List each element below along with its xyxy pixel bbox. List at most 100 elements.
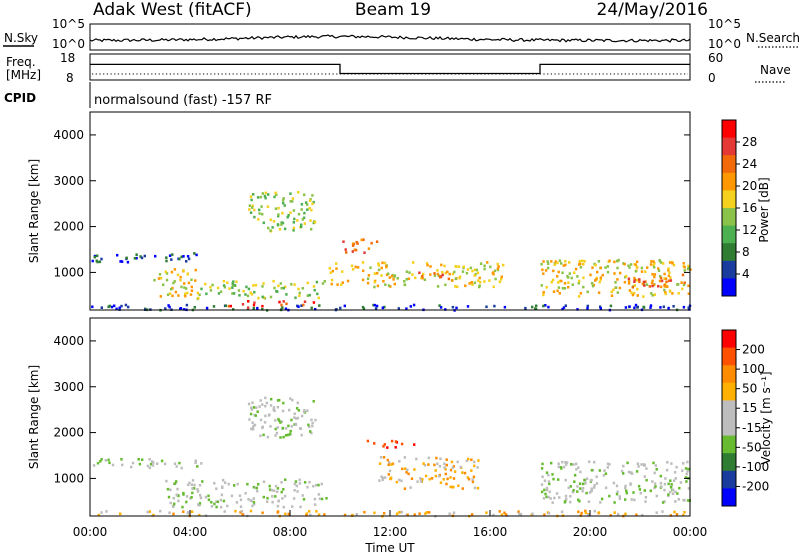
heatmap-cell — [675, 465, 678, 469]
heatmap-cell — [253, 413, 256, 417]
heatmap-cell — [618, 286, 622, 290]
heatmap-cell — [321, 282, 325, 285]
heatmap-cell — [269, 404, 273, 407]
heatmap-cell — [283, 494, 287, 498]
heatmap-cell — [186, 255, 190, 258]
heatmap-cell — [191, 491, 194, 495]
heatmap-cell — [248, 418, 251, 421]
heatmap-cell — [659, 481, 663, 485]
heatmap-cell — [96, 260, 99, 264]
heatmap-cell — [652, 461, 655, 465]
colorbar-segment — [722, 435, 736, 454]
heatmap-cell — [346, 279, 350, 283]
heatmap-cell — [289, 192, 292, 195]
heatmap-cell — [661, 262, 665, 265]
heatmap-cell — [465, 459, 469, 463]
heatmap-cell — [659, 474, 662, 478]
heatmap-cell — [561, 271, 564, 275]
heatmap-cell — [543, 479, 547, 483]
heatmap-cell — [266, 500, 269, 503]
heatmap-cell — [173, 280, 176, 283]
heatmap-cell — [111, 463, 115, 467]
heatmap-cell — [222, 279, 226, 283]
heatmap-cell — [651, 284, 654, 288]
heatmap-cell — [544, 304, 547, 307]
heatmap-cell — [581, 486, 585, 490]
heatmap-cell — [153, 278, 156, 282]
colorbar-segment — [722, 190, 736, 209]
heatmap-cell — [120, 458, 123, 461]
heatmap-cell — [360, 238, 363, 242]
colorbar-segment — [722, 400, 736, 419]
heatmap-cell — [335, 267, 338, 270]
heatmap-cell — [667, 268, 670, 272]
heatmap-cell — [567, 281, 570, 284]
heatmap-cell — [638, 488, 642, 491]
heatmap-cell — [294, 296, 297, 300]
heatmap-cell — [314, 308, 317, 311]
heatmap-cell — [113, 304, 116, 308]
heatmap-cell — [351, 513, 354, 517]
heatmap-cell — [604, 266, 607, 269]
heatmap-cell — [435, 456, 438, 460]
heatmap-cell — [653, 275, 656, 279]
heatmap-cell — [564, 259, 567, 263]
heatmap-cell — [613, 511, 616, 514]
heatmap-cell — [657, 284, 660, 288]
heatmap-cell — [118, 306, 121, 310]
heatmap-cell — [671, 292, 674, 295]
heatmap-cell — [305, 512, 308, 515]
heatmap-cell — [599, 501, 602, 504]
heatmap-cell — [438, 275, 442, 279]
heatmap-cell — [645, 478, 648, 482]
heatmap-cell — [496, 267, 500, 270]
heatmap-cell — [465, 271, 469, 275]
heatmap-cell — [300, 225, 303, 229]
heatmap-cell — [540, 284, 543, 287]
heatmap-cell — [664, 277, 668, 280]
heatmap-cell — [644, 500, 647, 503]
heatmap-cell — [443, 264, 446, 268]
heatmap-cell — [678, 486, 681, 490]
heatmap-cell — [673, 510, 676, 514]
heatmap-cell — [91, 259, 94, 263]
heatmap-cell — [276, 490, 279, 494]
heatmap-cell — [606, 462, 610, 466]
heatmap-cell — [257, 296, 260, 300]
heatmap-cell — [561, 287, 565, 290]
heatmap-cell — [593, 486, 596, 489]
heatmap-cell — [675, 513, 679, 516]
heatmap-cell — [282, 505, 285, 509]
heatmap-cell — [282, 300, 285, 303]
heatmap-cell — [380, 475, 383, 479]
heatmap-cell — [557, 286, 561, 289]
heatmap-cell — [317, 483, 320, 487]
heatmap-cell — [256, 196, 260, 199]
heatmap-cell — [437, 274, 441, 277]
heatmap-cell — [649, 489, 652, 493]
power-ylabel: Slant Range [km] — [27, 159, 41, 263]
heatmap-cell — [133, 257, 137, 260]
heatmap-cell — [374, 307, 378, 310]
heatmap-cell — [222, 284, 226, 287]
heatmap-cell — [446, 477, 449, 481]
heatmap-cell — [198, 513, 201, 517]
heatmap-cell — [441, 273, 444, 277]
heatmap-cell — [253, 423, 256, 427]
heatmap-cell — [412, 303, 416, 307]
heatmap-cell — [418, 512, 421, 515]
heatmap-cell — [157, 277, 161, 280]
station-title: Adak West (fitACF) — [93, 0, 252, 20]
heatmap-cell — [247, 306, 250, 309]
heatmap-cell — [545, 488, 549, 492]
heatmap-cell — [603, 469, 606, 472]
heatmap-cell — [423, 278, 427, 281]
heatmap-cell — [651, 294, 654, 297]
heatmap-cell — [416, 480, 419, 483]
heatmap-cell — [659, 276, 663, 280]
heatmap-cell — [683, 269, 686, 272]
x-tick-label: 04:00 — [173, 525, 208, 539]
heatmap-cell — [618, 497, 622, 501]
heatmap-cell — [663, 272, 666, 276]
heatmap-cell — [195, 253, 198, 257]
